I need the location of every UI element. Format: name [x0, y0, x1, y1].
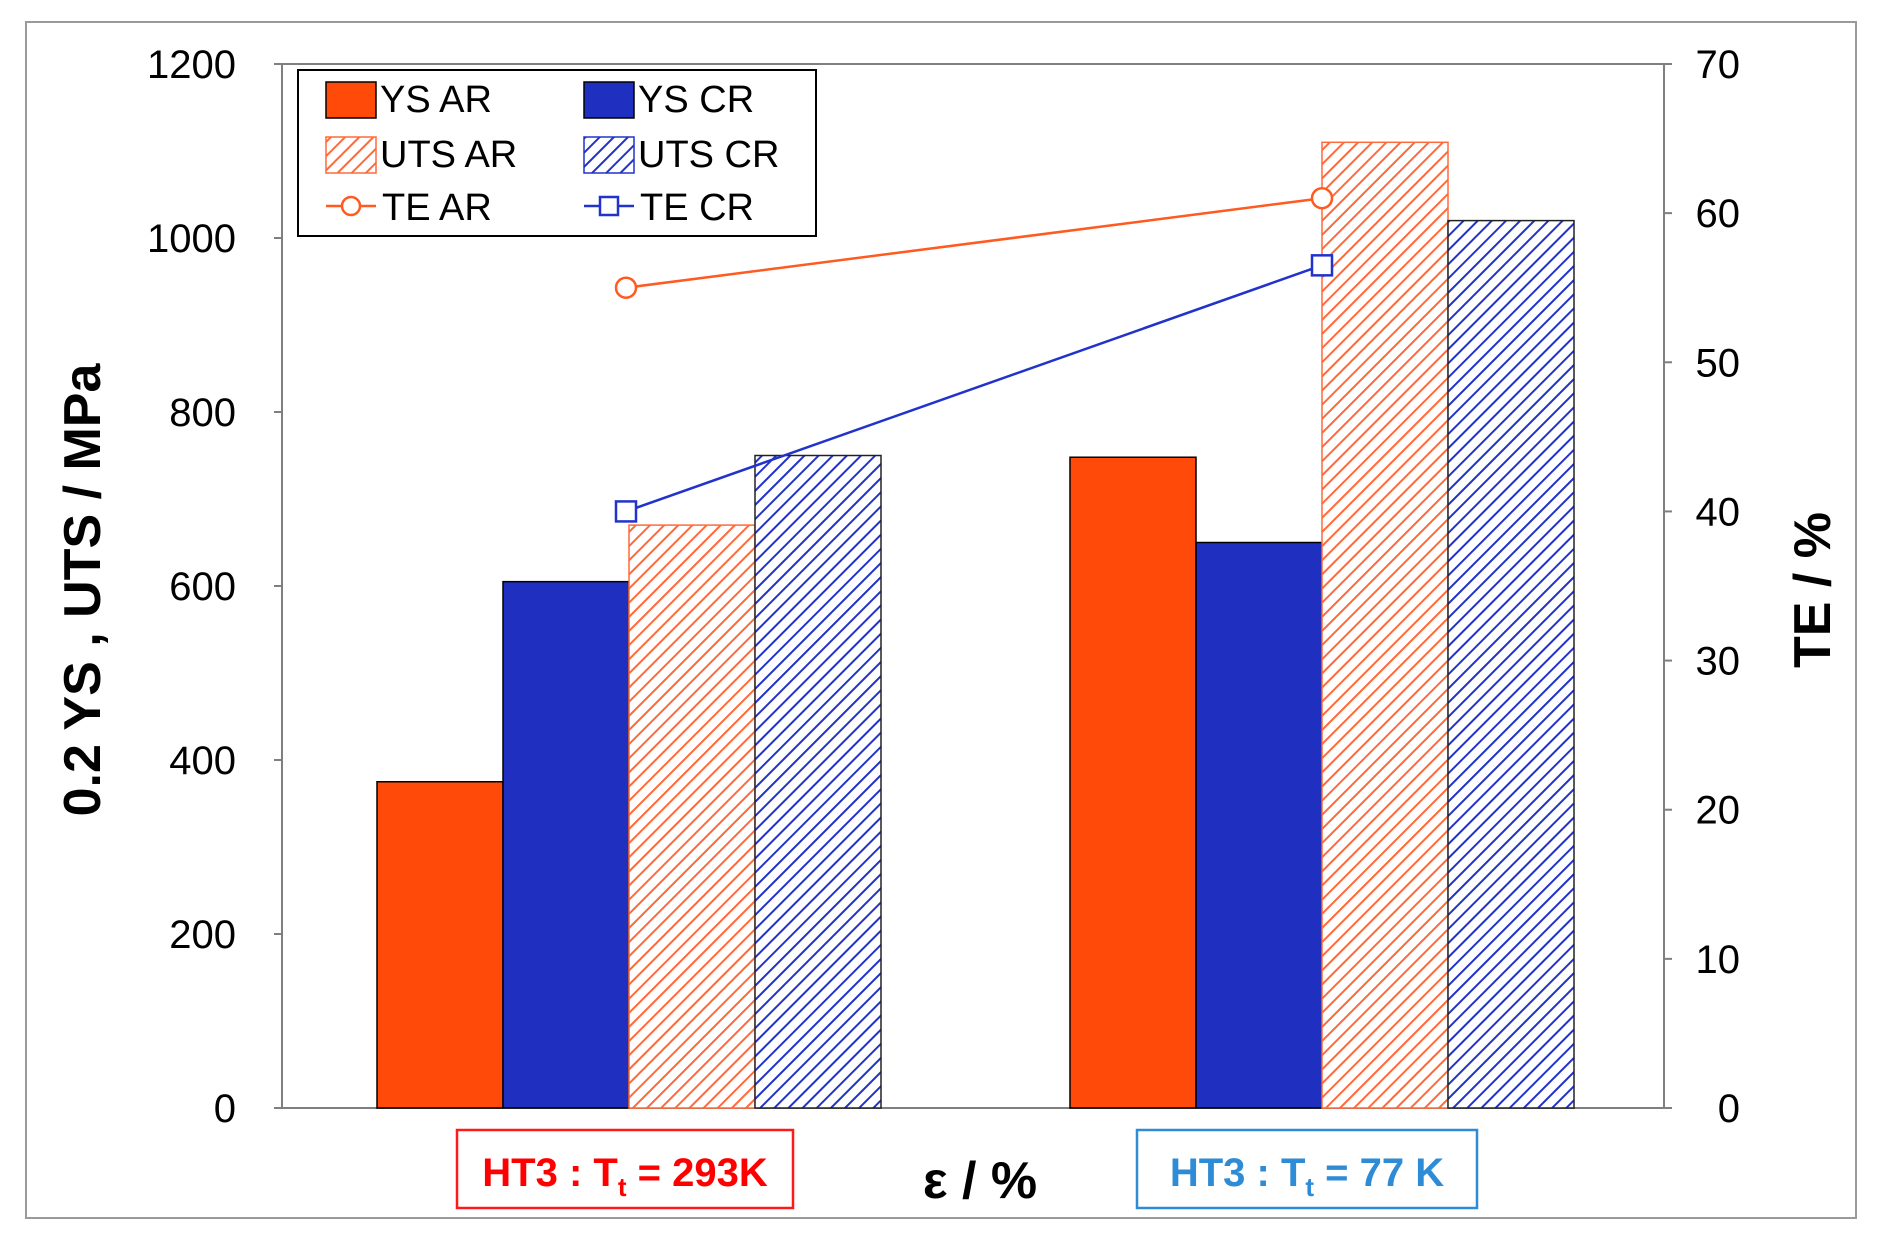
left-tick-label: 800 [169, 391, 236, 435]
bar-uts-cr [1447, 219, 1575, 1109]
bar-ys-cr [1195, 541, 1323, 1109]
point-te-cr [1310, 254, 1334, 277]
right-tick-label: 0 [1718, 1087, 1740, 1131]
left-tick-label: 400 [169, 739, 236, 783]
group-label: HT3 : Tt = 293K [482, 1151, 768, 1202]
point-te-ar [614, 276, 638, 299]
legend-swatch-uts-cr [583, 136, 635, 174]
right-tick-label: 10 [1696, 938, 1741, 982]
right-tick-label: 70 [1696, 43, 1741, 87]
legend-label-ys-cr: YS CR [638, 79, 754, 121]
legend-marker-te-cr [598, 195, 620, 217]
group-label: HT3 : Tt = 77 K [1170, 1151, 1444, 1202]
legend-label-te-ar: TE AR [382, 187, 492, 229]
right-tick-label: 30 [1696, 640, 1741, 684]
legend-label-uts-cr: UTS CR [638, 134, 779, 176]
bar-ys-ar [1069, 456, 1197, 1109]
legend-box [297, 69, 817, 237]
left-tick-label: 200 [169, 913, 236, 957]
right-tick-label: 20 [1696, 789, 1741, 833]
legend-marker-te-ar [340, 195, 362, 217]
left-axis-ticks: 0 200 400 600 800 1000 1200 [147, 43, 282, 1131]
group-label-box [1135, 1128, 1479, 1210]
legend-label-te-cr: TE CR [640, 187, 754, 229]
legend: YS AR YS CR UTS AR UTS CR TE AR TE CR [297, 69, 817, 237]
legend-swatch-ys-cr [583, 81, 635, 119]
left-tick-label: 1000 [147, 217, 236, 261]
right-tick-label: 60 [1696, 192, 1741, 236]
point-te-ar [1310, 186, 1334, 210]
y2-axis-label: TE / % [1784, 512, 1842, 668]
bar-ys-ar [376, 781, 504, 1109]
line-layer [614, 186, 1334, 523]
line-te-cr [625, 264, 1323, 513]
left-tick-label: 600 [169, 565, 236, 609]
bar-uts-ar [628, 524, 756, 1109]
y-axis-label: 0.2 YS , UTS / MPa [54, 363, 112, 817]
bar-uts-cr [754, 454, 882, 1109]
left-tick-label: 1200 [147, 43, 236, 87]
x-axis-label: ε / % [923, 1152, 1037, 1210]
line-te-ar [625, 196, 1323, 289]
left-tick-label: 0 [214, 1087, 236, 1131]
group-label-box [455, 1128, 795, 1210]
bar-ys-cr [502, 580, 630, 1109]
right-tick-label: 40 [1696, 490, 1741, 534]
legend-swatch-uts-ar [325, 136, 377, 174]
right-tick-label: 50 [1696, 341, 1741, 385]
point-te-cr [614, 500, 638, 523]
bar-layer [376, 141, 1575, 1109]
legend-label-ys-ar: YS AR [380, 79, 492, 121]
right-axis-ticks: 0 10 20 30 40 50 60 70 [1664, 43, 1740, 1131]
bar-uts-ar [1321, 141, 1449, 1109]
legend-swatch-ys-ar [325, 81, 377, 119]
legend-label-uts-ar: UTS AR [380, 134, 517, 176]
